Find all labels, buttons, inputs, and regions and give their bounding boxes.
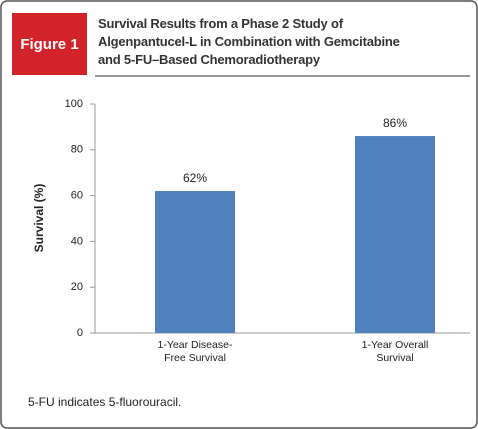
x-tick-label: 1-Year Disease-Free Survival <box>157 339 233 364</box>
y-tick-label: 80 <box>71 144 83 156</box>
chart-title: Survival Results from a Phase 2 Study of… <box>98 15 470 69</box>
y-tick-label: 20 <box>71 281 83 293</box>
footnote: 5-FU indicates 5-fluorouracil. <box>28 395 182 409</box>
y-axis-label: Survival (%) <box>32 184 46 253</box>
value-label: 86% <box>383 116 407 130</box>
title-line: Survival Results from a Phase 2 Study of <box>98 16 343 31</box>
figure-label: Figure 1 <box>12 13 87 75</box>
x-tick-label: 1-Year Overall Survival <box>361 339 429 364</box>
y-tick-label: 0 <box>77 327 83 339</box>
y-tick-label: 60 <box>71 190 83 202</box>
bar <box>355 136 435 333</box>
bar <box>155 191 235 333</box>
y-tick-label: 40 <box>71 235 83 247</box>
value-label: 62% <box>183 171 207 185</box>
y-tick-label: 100 <box>65 98 83 110</box>
title-line: and 5-FU–Based Chemoradiotherapy <box>98 52 320 67</box>
title-line: Algenpantucel-L in Combination with Gemc… <box>98 34 400 49</box>
